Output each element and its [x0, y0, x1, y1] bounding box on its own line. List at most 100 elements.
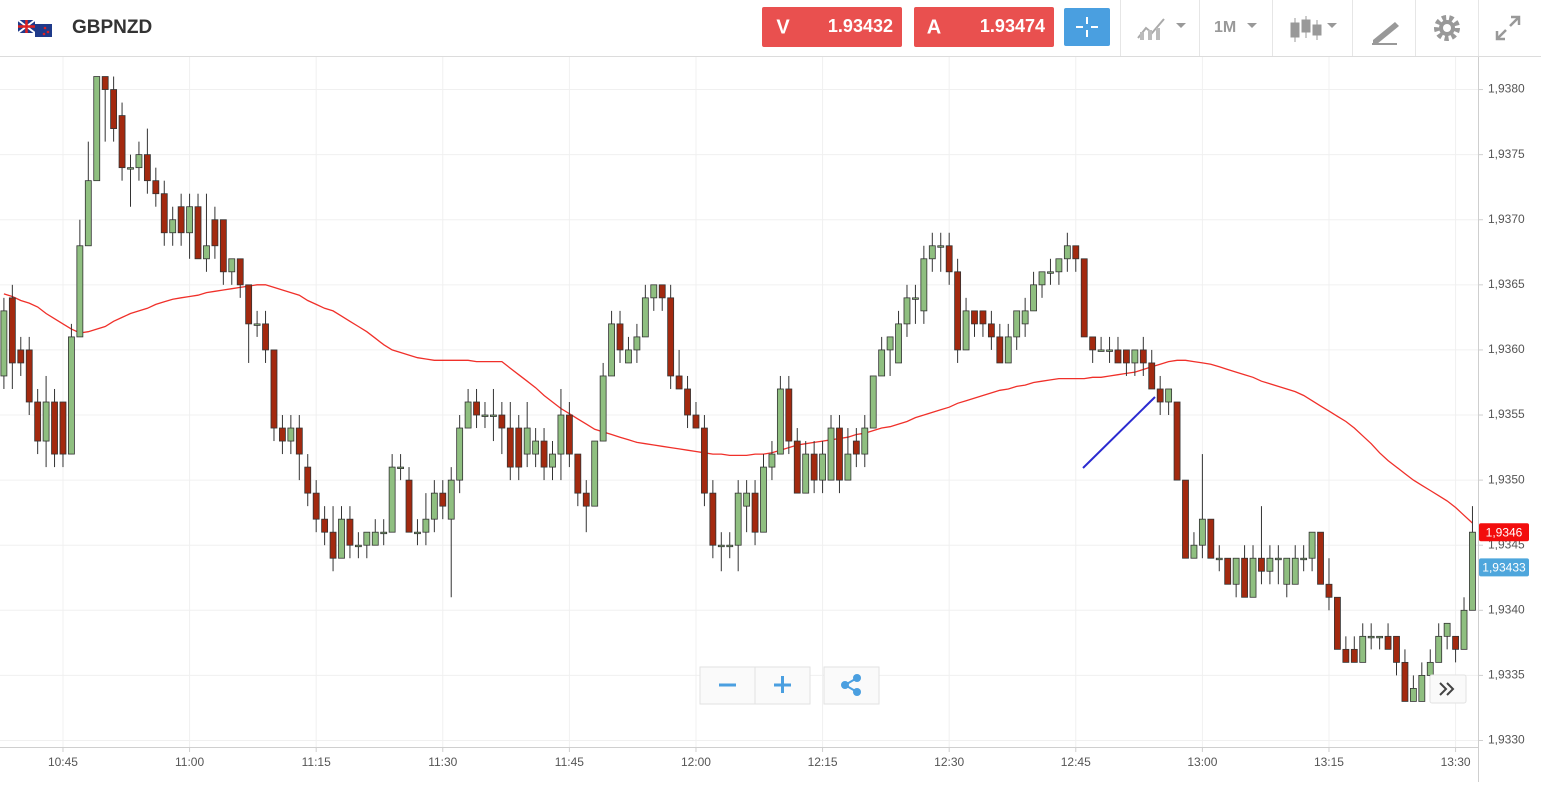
candle-body [447, 479, 455, 520]
candle-body [1367, 635, 1375, 639]
candle-body [1274, 557, 1282, 561]
candle-body [17, 349, 25, 364]
buy-button[interactable]: A 1.93474 [914, 7, 1054, 47]
candle-style-button[interactable] [1290, 16, 1337, 42]
candle-body [861, 427, 869, 455]
candle-body [878, 349, 886, 377]
candle-body [456, 427, 464, 481]
candle-body [262, 323, 269, 351]
candle-body [380, 531, 388, 535]
candle-body [346, 518, 354, 546]
candle-body [228, 258, 236, 273]
candle-body [717, 544, 725, 548]
candle-body [599, 375, 607, 442]
candle-body [8, 297, 16, 364]
candle-body [962, 310, 970, 351]
zoom-out-button[interactable] [699, 666, 756, 705]
candle-body [625, 349, 632, 364]
candle-body [574, 453, 582, 494]
candle-body [34, 401, 42, 442]
trend-line-drawing [1082, 396, 1156, 469]
candle-body [498, 414, 506, 429]
sell-label: V [776, 16, 790, 38]
candle-body [354, 544, 362, 548]
candle-body [1334, 596, 1341, 650]
candle-body [473, 401, 480, 416]
candle-body [549, 453, 556, 468]
candle-body [1409, 688, 1417, 702]
candle-body [987, 323, 995, 338]
candle-body [143, 154, 151, 182]
candle-body [1401, 661, 1409, 702]
candle-body [1123, 349, 1130, 364]
fullscreen-button[interactable] [1495, 15, 1521, 41]
candle-body [464, 401, 472, 429]
candle-body [371, 531, 379, 546]
candle-body [1097, 349, 1105, 352]
candle-body [1207, 518, 1215, 559]
candle-body [1089, 336, 1097, 351]
candle-body [557, 414, 565, 455]
zoom-in-button[interactable] [754, 666, 811, 705]
y-tick-label: 1,9375 [1488, 147, 1525, 161]
x-tick-label: 12:45 [1061, 755, 1091, 769]
candle-body [701, 427, 708, 494]
candle-body [1258, 557, 1265, 572]
candle-body [836, 427, 843, 481]
sell-button[interactable]: V 1.93432 [762, 7, 902, 47]
candle-body [169, 219, 177, 234]
x-tick-label: 11:00 [175, 755, 204, 769]
candle-body [211, 219, 219, 247]
candle-body [363, 531, 371, 546]
candle-body [118, 115, 126, 169]
candle-body [844, 453, 852, 481]
symbol: GBPNZD [72, 17, 152, 38]
candle-body [1055, 258, 1063, 273]
y-tick-label: 1,9360 [1488, 342, 1525, 356]
price-marker [1479, 523, 1529, 542]
candle-body [1215, 557, 1223, 561]
candle-body [937, 245, 945, 248]
candle-body [177, 206, 185, 234]
candle-body [1308, 531, 1316, 559]
candle-body [1030, 284, 1037, 312]
candle-body [852, 440, 860, 455]
x-tick-label: 12:00 [681, 755, 711, 769]
candle-body [1460, 609, 1468, 650]
candle-body [490, 414, 497, 417]
y-tick-label: 1,9380 [1488, 82, 1525, 96]
candle-body [59, 401, 67, 455]
price-marker [1479, 558, 1529, 577]
timeframe-button[interactable]: 1M [1214, 19, 1257, 36]
candle-body [895, 323, 902, 364]
candle-body [954, 271, 962, 351]
candle-body [903, 297, 911, 325]
candle-body [1283, 557, 1291, 585]
crosshair-button[interactable] [1064, 8, 1110, 46]
candle-body [565, 414, 573, 455]
candle-body [886, 336, 894, 351]
price-marker-label: 1,93433 [1482, 561, 1526, 575]
candle-body [1359, 635, 1367, 663]
candle-body [912, 297, 919, 300]
candle-body [979, 310, 987, 325]
candle-body [920, 258, 928, 312]
scroll-to-end-button[interactable] [1429, 674, 1467, 704]
chart-type-button[interactable] [1137, 18, 1186, 40]
flag-icon [17, 19, 52, 37]
candle-body [295, 427, 303, 455]
candle-body [1148, 362, 1156, 390]
candle-body [675, 375, 683, 390]
settings-button[interactable] [1434, 15, 1460, 41]
candle-body [338, 518, 345, 559]
candle-body [684, 388, 691, 416]
candle-body [667, 297, 675, 377]
candle-body [68, 336, 75, 455]
candle-body [0, 310, 8, 377]
drawing-tools-button[interactable] [1372, 22, 1399, 45]
x-tick-label: 11:45 [555, 755, 584, 769]
candle-body [971, 310, 978, 325]
candle-body [1021, 310, 1029, 325]
share-button[interactable] [823, 666, 880, 705]
